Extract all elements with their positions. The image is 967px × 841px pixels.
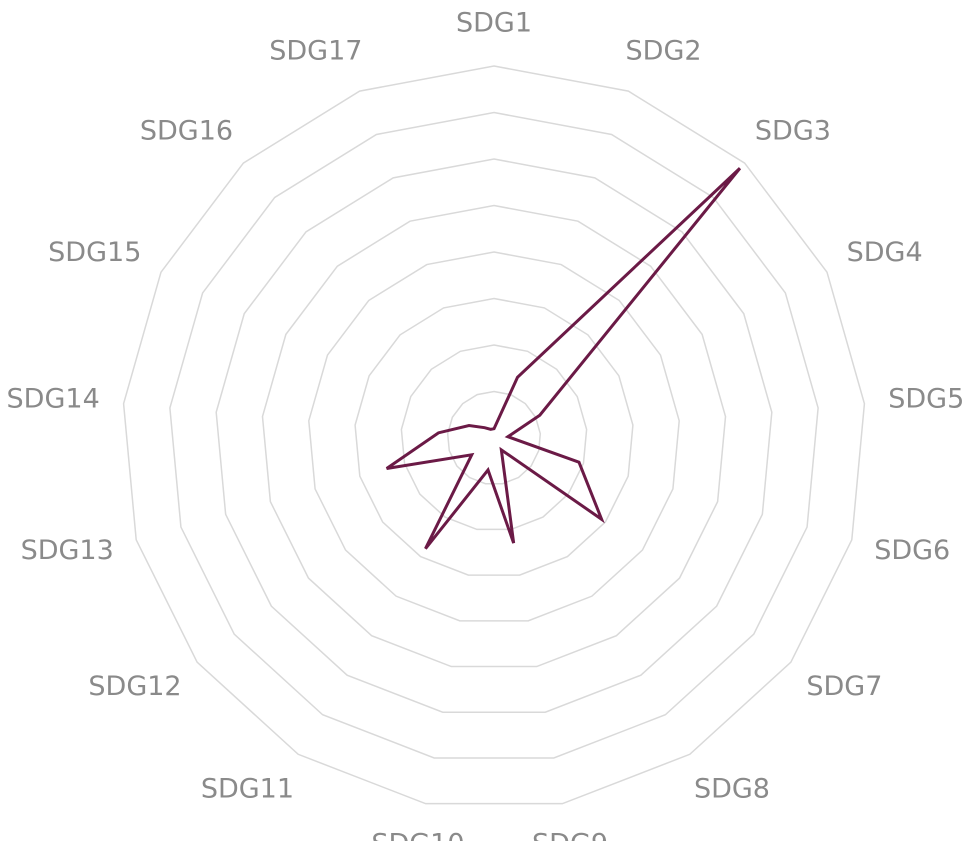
axis-label: SDG17 xyxy=(269,35,362,66)
series-line xyxy=(385,167,742,550)
grid-ring xyxy=(308,251,680,622)
axis-label: SDG13 xyxy=(21,535,114,566)
grid-ring xyxy=(169,111,819,759)
axis-label: SDG6 xyxy=(874,535,950,566)
grid-ring xyxy=(261,204,727,668)
axis-label: SDG16 xyxy=(140,116,233,147)
axis-label: SDG2 xyxy=(626,35,702,66)
axis-label: SDG5 xyxy=(888,383,964,414)
grid-ring xyxy=(122,65,866,805)
axis-label: SDG8 xyxy=(694,773,770,804)
grid-ring xyxy=(354,297,634,576)
axis-label: SDG1 xyxy=(456,8,532,39)
axis-label: SDG9 xyxy=(532,828,608,841)
grid-ring xyxy=(215,158,773,713)
grid-ring xyxy=(400,344,588,531)
axis-label: SDG10 xyxy=(371,828,464,841)
axis-label: SDG15 xyxy=(48,237,141,268)
axis-label: SDG7 xyxy=(806,671,882,702)
axis-label: SDG11 xyxy=(201,773,294,804)
axis-label: SDG14 xyxy=(7,383,100,414)
axis-label: SDG4 xyxy=(847,237,923,268)
grid-ring xyxy=(446,390,542,485)
axis-label: SDG3 xyxy=(755,116,831,147)
axis-label: SDG12 xyxy=(88,671,181,702)
